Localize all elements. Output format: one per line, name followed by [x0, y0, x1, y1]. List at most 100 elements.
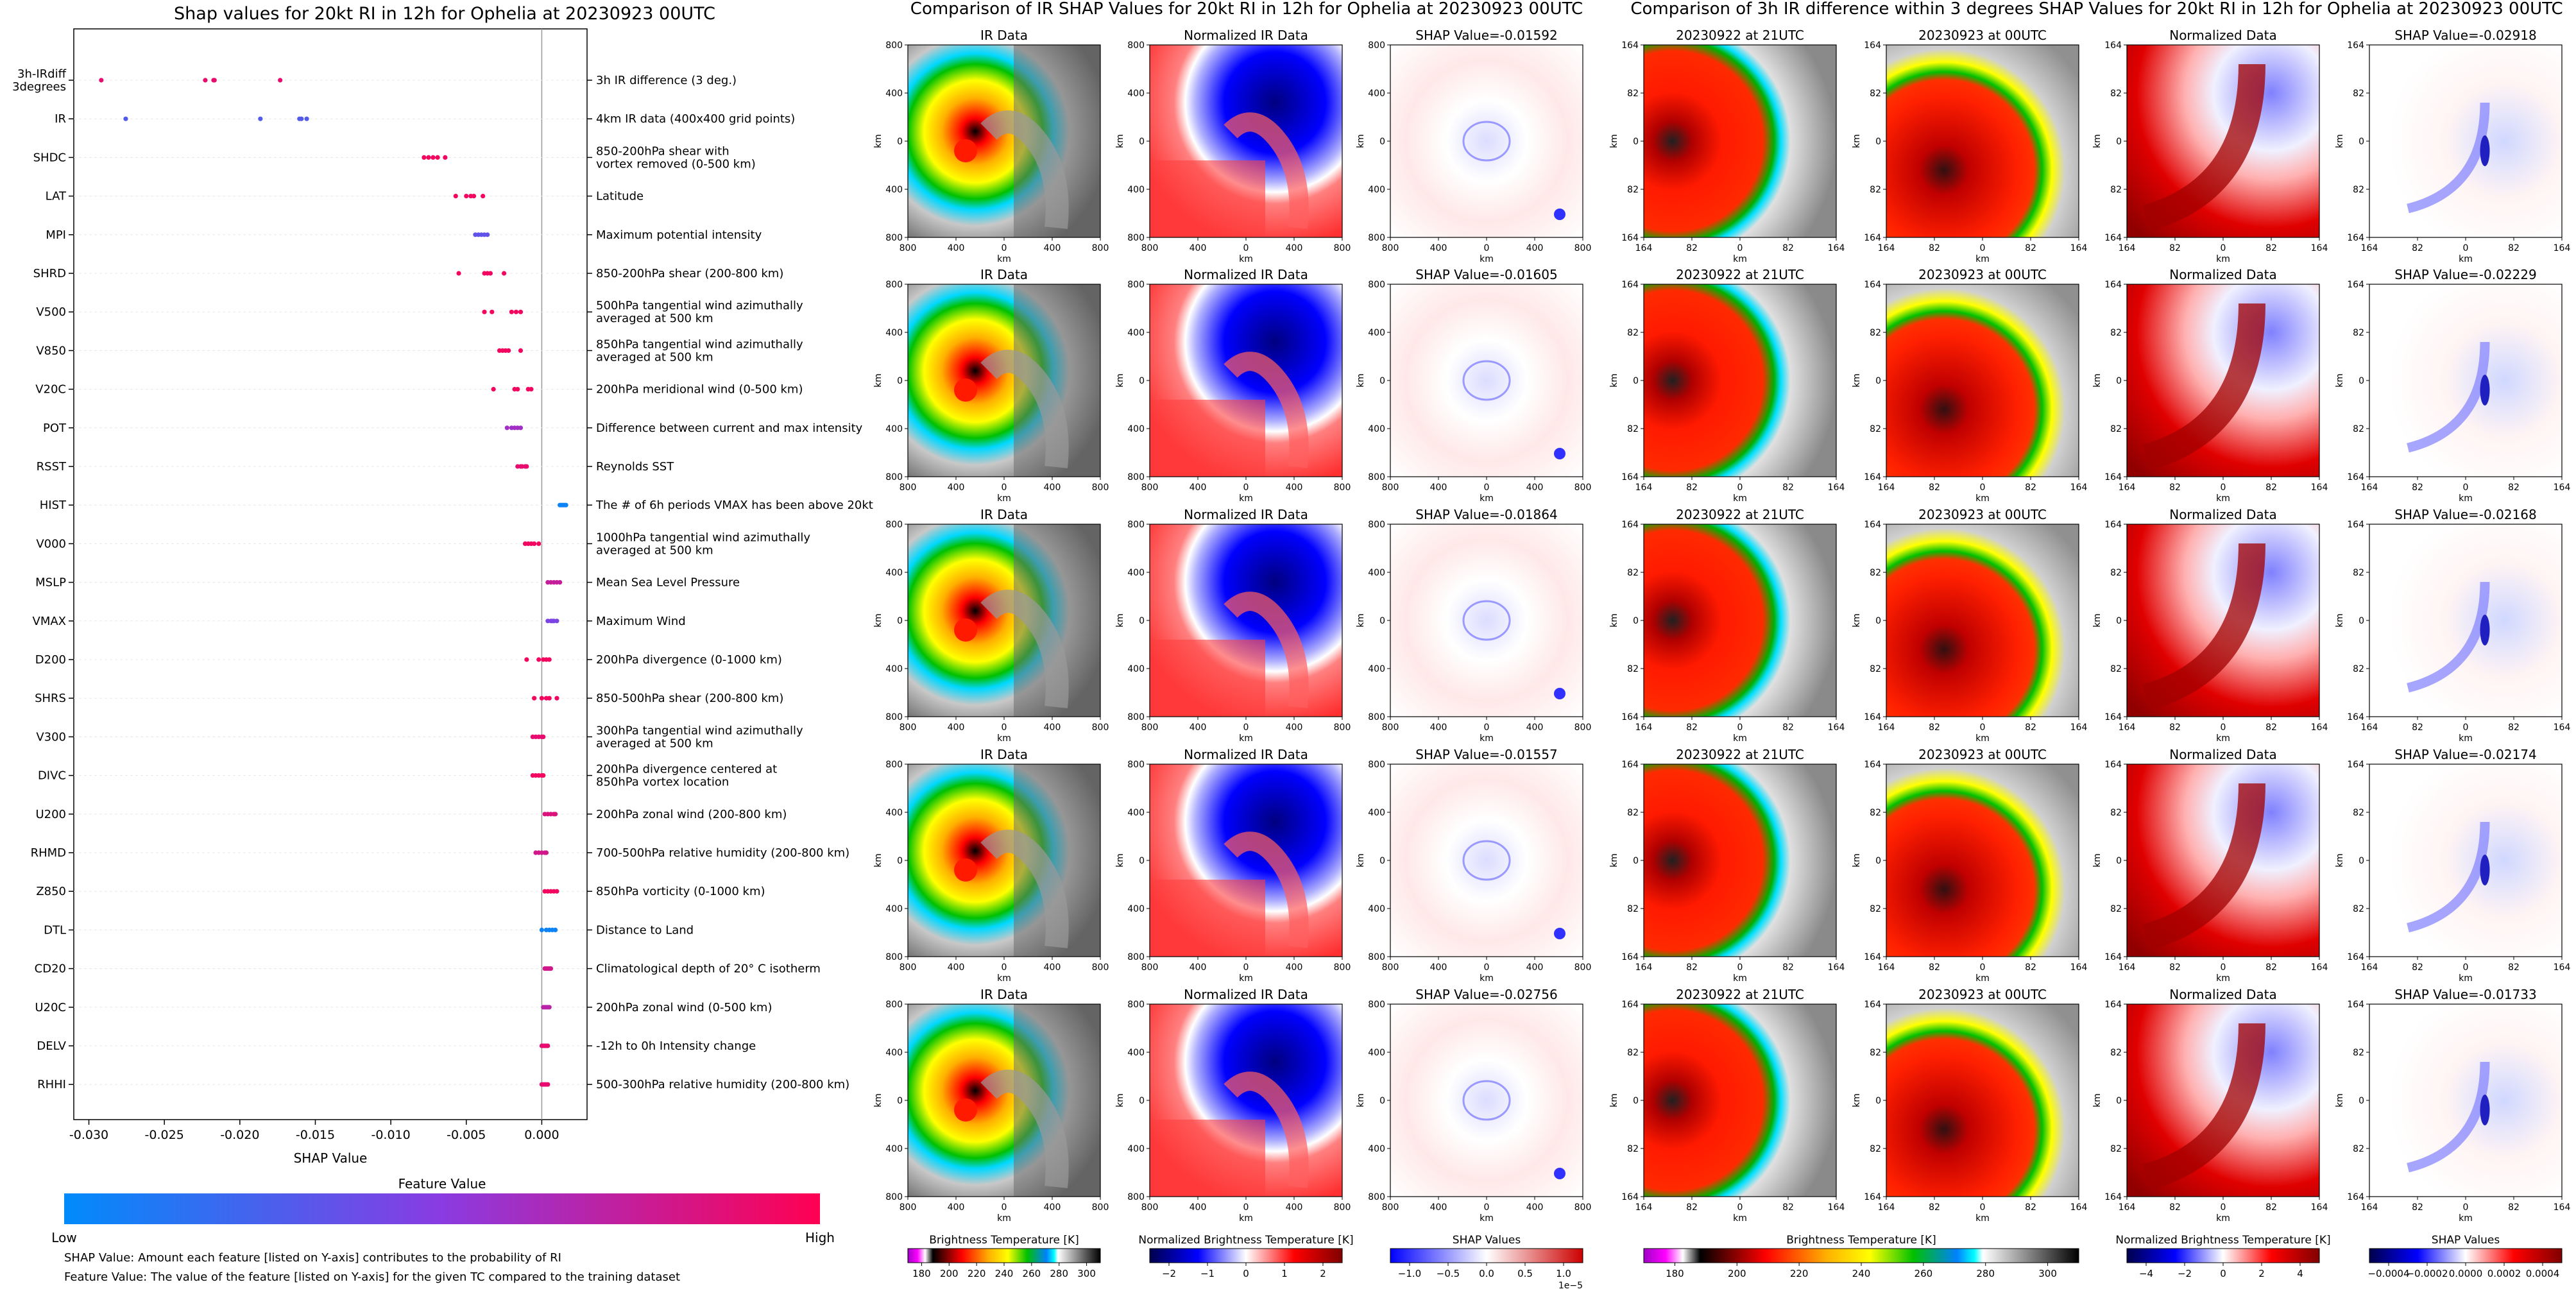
feature-name: V300	[36, 730, 66, 744]
shap-spot	[1554, 448, 1565, 459]
cloud-band	[980, 350, 1069, 468]
subplot-xtick-label: 0	[1002, 962, 1007, 973]
shap-point	[554, 619, 559, 624]
subplot-xlabel: km	[1239, 254, 1253, 264]
colorbar-tick-label: 240	[995, 1268, 1014, 1279]
subplot-xtick-label: 82	[2265, 482, 2277, 493]
cloud-band	[1224, 1071, 1309, 1188]
feature-description: 200hPa zonal wind (200-800 km)	[596, 808, 787, 821]
subplot-xlabel: km	[2459, 1213, 2473, 1224]
subplot-image	[1390, 524, 1583, 717]
subplot-image	[1886, 524, 2079, 717]
subplot-ytick-label: 400	[1368, 904, 1385, 914]
subplot-xtick-label: 800	[1092, 243, 1109, 253]
shap-ring	[1462, 360, 1511, 401]
shap-ring	[1462, 1080, 1511, 1121]
subplot-xtick-label: 400	[1044, 722, 1061, 733]
subplot-ytick-label: 800	[885, 1000, 903, 1010]
subplot-image	[1390, 1004, 1583, 1197]
subplot-ytick-label: 164	[1864, 280, 1881, 290]
subplot-xtick-label: 0	[2463, 722, 2469, 733]
subplot-xtick-label: 164	[2119, 722, 2136, 733]
shap-point	[453, 194, 458, 199]
feature-colorbar	[64, 1193, 820, 1224]
subplot-xlabel: km	[1733, 493, 1747, 504]
shap-point	[529, 387, 534, 392]
subplot-ytick-label: 0	[1633, 1096, 1639, 1106]
subplot-xtick-label: 0	[1980, 1202, 1986, 1213]
subplot-ytick-label: 800	[1368, 1192, 1385, 1202]
subplot-xtick-label: 800	[900, 1202, 917, 1213]
subplot-title: Normalized Data	[2169, 747, 2277, 762]
subplot-ylabel: km	[1356, 373, 1366, 388]
colorbar-tick-label: −2	[2178, 1268, 2192, 1279]
colorbar	[1390, 1248, 1583, 1263]
feature-description: 300hPa tangential wind azimuthally	[596, 724, 803, 737]
shap-point	[518, 348, 524, 354]
subplot-xtick-label: 82	[2412, 722, 2423, 733]
subplot-xtick-label: 800	[1092, 722, 1109, 733]
subplot-xtick-label: 82	[2169, 243, 2181, 253]
subplot-xtick-label: 800	[1141, 722, 1159, 733]
subplot-ytick-label: 0	[1633, 856, 1639, 866]
subplot-xtick-label: 800	[1092, 1202, 1109, 1213]
subplot-ytick-label: 164	[1864, 520, 1881, 530]
subplot-xtick-label: 164	[2119, 482, 2136, 493]
colorbar-tick-label: 220	[968, 1268, 986, 1279]
shap-point	[490, 309, 495, 314]
feature-description: Distance to Land	[596, 923, 694, 937]
shap-point	[524, 657, 529, 662]
colorbar-tick-label: 300	[1077, 1268, 1096, 1279]
subplot-xtick-label: 400	[948, 722, 965, 733]
subplot-ytick-label: 164	[1864, 760, 1881, 770]
feature-colorbar-low: Low	[51, 1230, 76, 1245]
beeswarm-axes	[73, 28, 588, 1120]
subplot-ytick-label: 0	[1633, 376, 1639, 386]
subplot-image	[1644, 1004, 1836, 1197]
subplot-ytick-label: 82	[2110, 328, 2122, 338]
subplot-xtick-label: 82	[2025, 962, 2036, 973]
subplot-ytick-label: 164	[2347, 280, 2364, 290]
subplot-title: 20230923 at 00UTC	[1918, 747, 2047, 762]
subplot-ytick-label: 164	[1621, 1192, 1639, 1202]
subplot-xtick-label: 0	[1980, 243, 1986, 253]
subplot-title: SHAP Value=-0.01733	[2394, 987, 2536, 1002]
subplot-xtick-label: 400	[1430, 482, 1447, 493]
feature-description: 850hPa tangential wind azimuthally	[596, 337, 803, 351]
subplot-xtick-label: 82	[2025, 1202, 2036, 1213]
subplot-ytick-label: 800	[1368, 520, 1385, 530]
cloud-band	[980, 110, 1069, 229]
subplot-ytick-label: 0	[1875, 137, 1881, 147]
subplot-title: Normalized IR Data	[1184, 267, 1308, 282]
subplot-xtick-label: 82	[2265, 962, 2277, 973]
colorbar-tick-label: 260	[1915, 1268, 1933, 1279]
shap-point	[456, 271, 461, 276]
colorbar-tick-label: 2	[2258, 1268, 2265, 1279]
subplot-xtick-label: 82	[1686, 243, 1698, 253]
subplot-xtick-label: 164	[2311, 962, 2328, 973]
subplot-xtick-label: 400	[1190, 1202, 1207, 1213]
shap-point	[541, 773, 546, 778]
subplot-ytick-label: 164	[2347, 760, 2364, 770]
subplot-ylabel: km	[2335, 134, 2345, 148]
feature-name: U200	[35, 808, 66, 821]
shap-point	[426, 155, 431, 160]
warm-band	[2142, 64, 2265, 232]
subplot-ytick-label: 800	[1368, 952, 1385, 962]
shap-point	[203, 78, 208, 83]
subplot-ytick-label: 164	[2104, 40, 2122, 51]
subplot-ytick-label: 164	[2104, 280, 2122, 290]
subplot-ylabel: km	[1852, 853, 1862, 867]
subplot-title: Normalized Data	[2169, 987, 2277, 1002]
subplot-xtick-label: 0	[1243, 482, 1249, 493]
subplot-ytick-label: 82	[1870, 1048, 1881, 1058]
subplot-xtick-label: 0	[1737, 962, 1743, 973]
x-axis-label: SHAP Value	[294, 1150, 368, 1166]
subplot-ytick-label: 82	[2353, 328, 2364, 338]
subplot-ytick-label: 164	[2347, 952, 2364, 962]
subplot-xtick-label: 82	[2508, 962, 2520, 973]
shap-point	[554, 889, 559, 894]
subplot-xtick-label: 164	[1635, 962, 1653, 973]
subplot-xlabel: km	[1480, 733, 1494, 744]
subplot-ytick-label: 164	[1621, 952, 1639, 962]
